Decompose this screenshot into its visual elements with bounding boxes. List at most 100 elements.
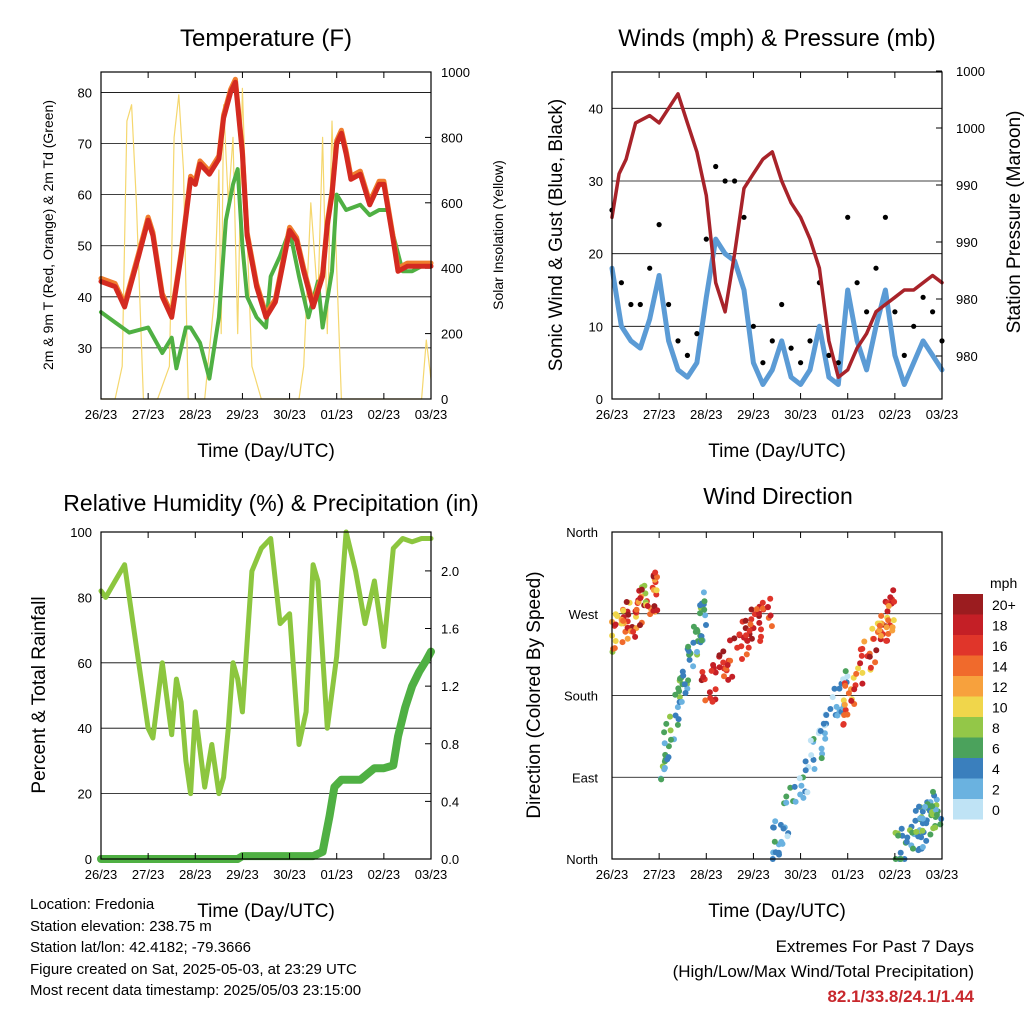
gust-point: [618, 280, 625, 286]
direction-point: [707, 695, 714, 701]
direction-point: [637, 622, 643, 629]
direction-point: [729, 673, 736, 680]
direction-point: [859, 645, 866, 652]
direction-point: [802, 767, 809, 774]
direction-point: [783, 793, 790, 800]
speed-legend-swatch: [953, 594, 983, 615]
direction-point: [764, 604, 771, 610]
temperature-ytick-right-label: 0: [441, 392, 448, 407]
speed-legend-swatch: [953, 799, 983, 820]
speed-legend-label: 6: [992, 741, 1000, 757]
direction-point: [748, 606, 755, 613]
direction-point: [746, 627, 753, 634]
direction-point: [927, 831, 934, 838]
gust-point: [656, 222, 662, 228]
gust-point: [722, 178, 728, 184]
direction-point: [915, 847, 922, 854]
direction-point: [791, 783, 798, 790]
winds-xtick-label: 29/23: [737, 407, 770, 422]
direction-xtick-label: 30/23: [784, 867, 817, 882]
direction-point: [612, 638, 619, 644]
station-pressure-line: [610, 92, 944, 379]
winds-xtick-label: 28/23: [690, 407, 723, 422]
humidity-ytick-label: 40: [78, 721, 92, 736]
temperature-title: Temperature (F): [180, 25, 352, 52]
temperature-ytick-right-label: 400: [441, 261, 463, 276]
direction-point: [614, 613, 621, 619]
temperature-xtick-label: 29/23: [226, 407, 259, 422]
direction-point: [887, 594, 894, 601]
temperature-ytick-label: 80: [78, 85, 92, 100]
direction-point: [710, 662, 717, 668]
humidity-ytick-right-label: 0.0: [441, 852, 459, 867]
extremes-values: 82.1/33.8/24.1/1.44: [827, 987, 974, 1006]
direction-point: [630, 628, 637, 635]
gust-point: [798, 360, 804, 366]
direction-point: [700, 674, 707, 680]
gust-point: [845, 214, 851, 220]
temperature-xtick-label: 30/23: [273, 407, 306, 422]
direction-point: [919, 827, 926, 834]
humidity-ytick-label: 80: [78, 590, 92, 605]
direction-point: [768, 623, 775, 630]
station-elevation: Station elevation: 238.75 m: [30, 917, 212, 935]
temperature-xtick-label: 02/23: [368, 407, 401, 422]
direction-point: [829, 694, 836, 701]
direction-point: [866, 653, 873, 660]
speed-legend-swatch: [953, 717, 983, 738]
direction-point: [756, 619, 763, 626]
direction-point: [706, 689, 713, 696]
direction-point: [842, 668, 849, 675]
humidity-ytick-right-label: 2.0: [441, 564, 459, 579]
direction-xtick-label: 01/23: [831, 867, 864, 882]
direction-point: [665, 743, 672, 750]
direction-point: [938, 815, 945, 822]
temperature-ytick-label: 40: [78, 290, 92, 305]
direction-point: [672, 691, 679, 698]
humidity-xtick-label: 28/23: [179, 867, 212, 882]
direction-point: [742, 617, 749, 624]
direction-point: [918, 834, 925, 841]
winds-ytick-label: 30: [589, 174, 603, 189]
direction-point: [889, 624, 896, 631]
direction-point: [654, 574, 660, 580]
direction-point: [878, 632, 884, 639]
speed-legend-label: 0: [992, 802, 1000, 818]
direction-point: [808, 752, 815, 759]
gust-point: [826, 352, 832, 358]
direction-point: [720, 659, 727, 666]
direction-point: [930, 825, 937, 832]
direction-point: [644, 603, 651, 609]
gust-point: [713, 163, 719, 170]
direction-point: [623, 599, 630, 605]
temperature-ylabel-right: Solar Insolation (Yellow): [490, 160, 506, 310]
direction-point: [676, 694, 683, 701]
direction-point: [759, 605, 766, 612]
direction-point: [716, 664, 723, 671]
direction-point: [873, 647, 880, 654]
direction-point: [841, 701, 848, 708]
direction-point: [667, 727, 674, 734]
direction-point: [652, 569, 659, 576]
direction-point: [739, 656, 745, 662]
speed-legend-swatch: [953, 655, 983, 676]
direction-point: [804, 789, 811, 796]
direction-point: [895, 832, 902, 839]
direction-point: [869, 625, 876, 632]
direction-point: [744, 637, 751, 644]
direction-point: [665, 754, 672, 761]
gust-point: [703, 236, 709, 242]
direction-xtick-label: 29/23: [737, 867, 770, 882]
winds-ytick-label: 10: [589, 319, 603, 334]
direction-point: [817, 728, 824, 734]
extremes-legend: (High/Low/Max Wind/Total Precipitation): [672, 962, 974, 981]
direction-xtick-label: 28/23: [690, 867, 723, 882]
winds-xtick-label: 03/23: [926, 407, 959, 422]
direction-xtick-label: 02/23: [879, 867, 912, 882]
speed-legend-swatch: [953, 614, 983, 635]
speed-legend-swatch: [953, 758, 983, 779]
gust-point: [920, 294, 926, 300]
direction-point: [619, 639, 626, 646]
gust-point: [769, 338, 775, 344]
